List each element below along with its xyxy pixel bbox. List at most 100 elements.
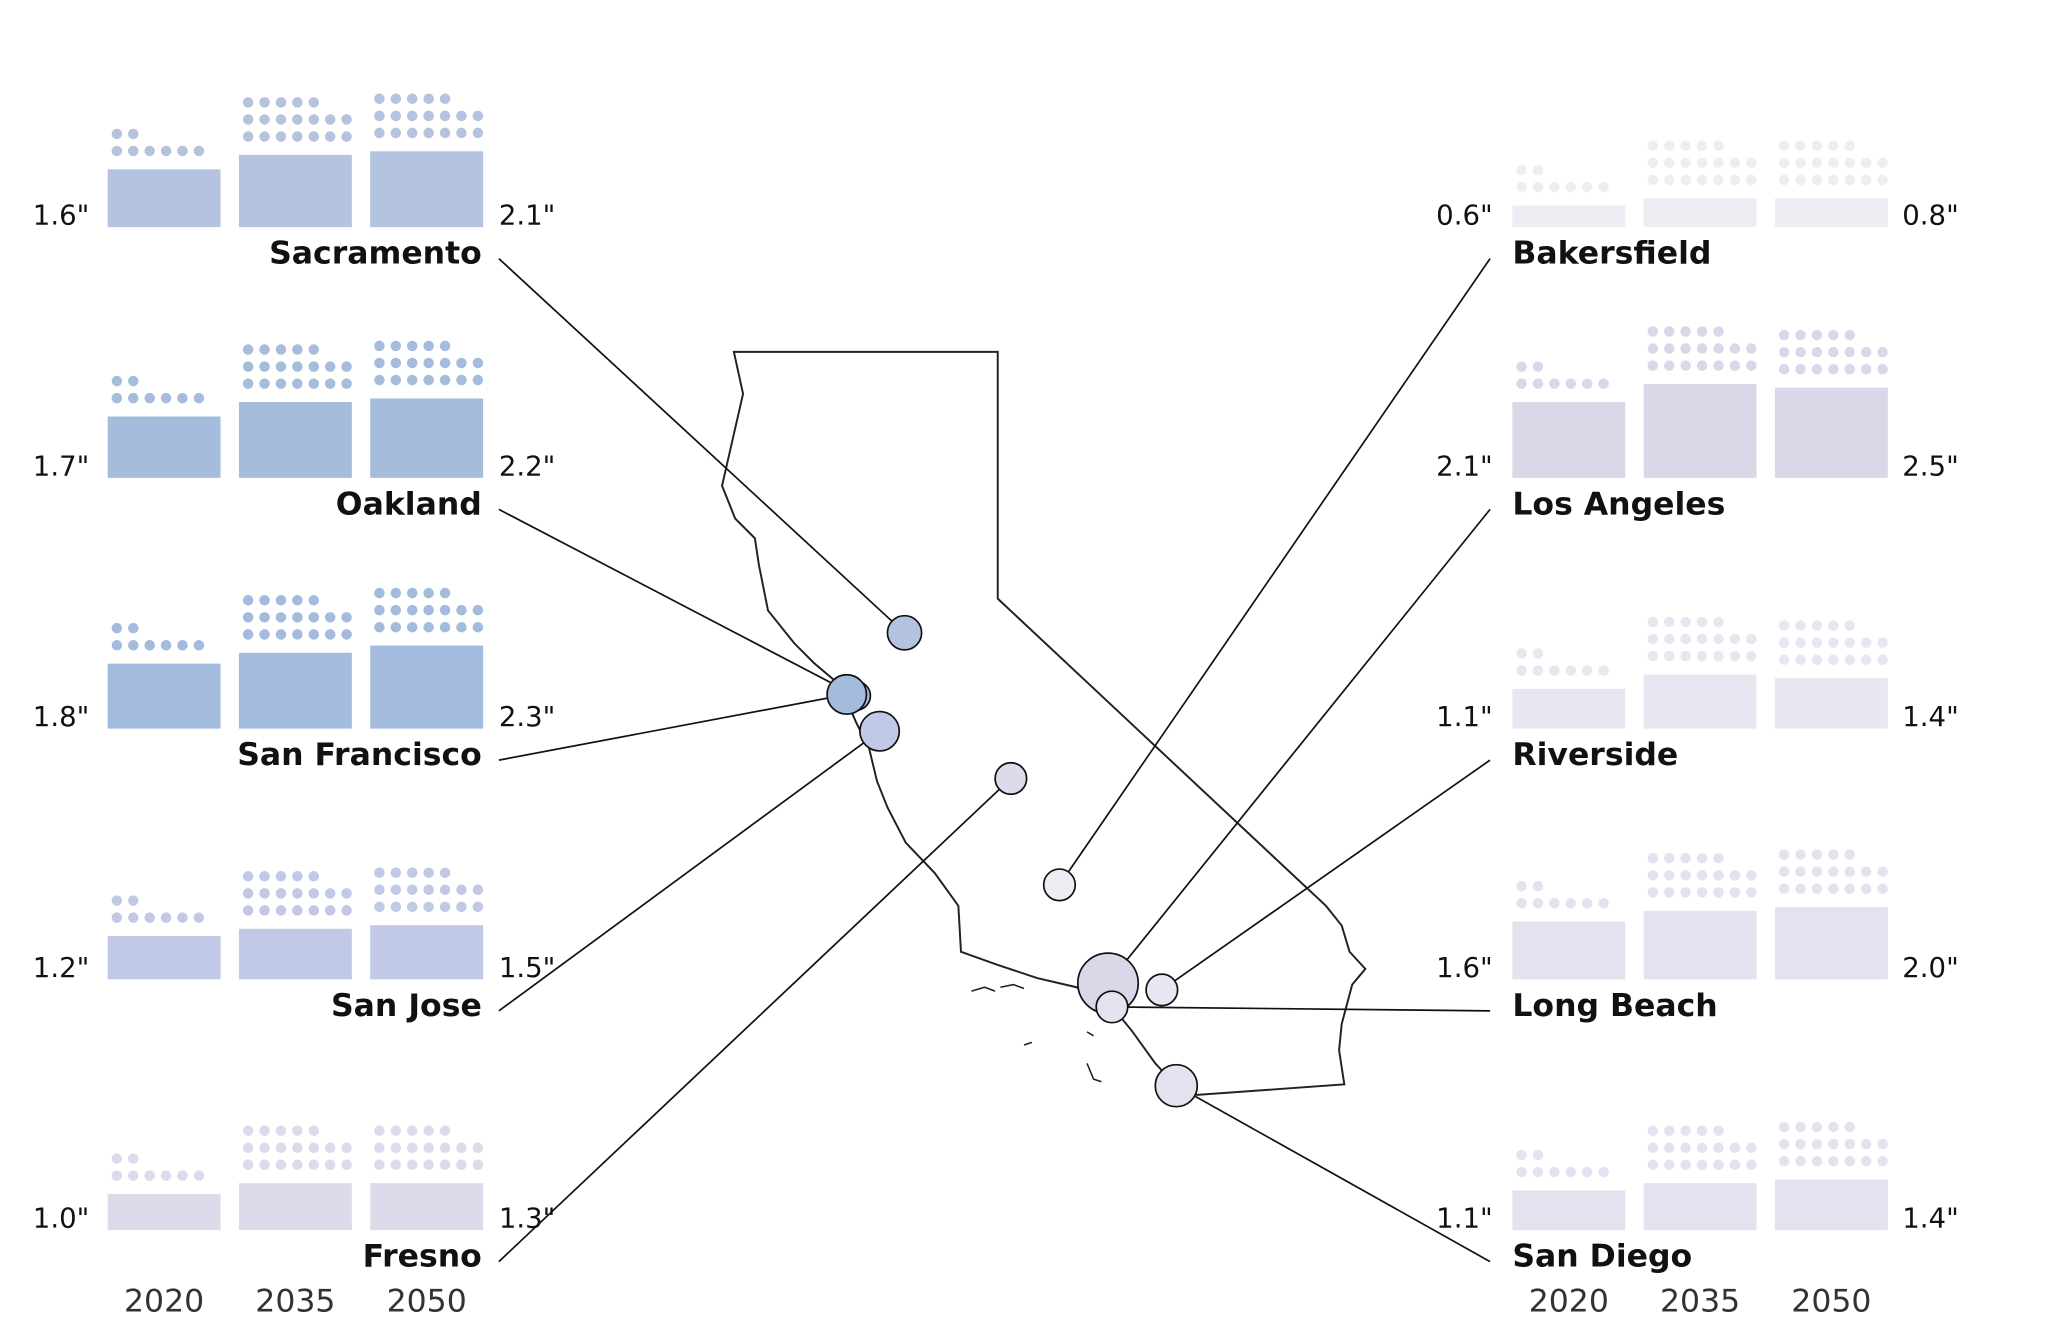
dot bbox=[1663, 157, 1675, 169]
dot bbox=[1746, 1159, 1757, 1171]
dot bbox=[308, 97, 320, 108]
dot bbox=[242, 131, 254, 142]
dot bbox=[259, 131, 270, 142]
dot bbox=[1795, 1155, 1806, 1167]
dot bbox=[341, 612, 352, 623]
dot bbox=[472, 127, 484, 139]
dot bbox=[1663, 633, 1675, 645]
dot bbox=[1877, 637, 1888, 648]
dot bbox=[259, 1125, 270, 1136]
dot bbox=[423, 340, 434, 352]
dot bbox=[275, 378, 287, 389]
dot bbox=[423, 867, 434, 878]
leader-line bbox=[1058, 258, 1491, 886]
dot bbox=[1647, 174, 1659, 186]
leader-line bbox=[498, 257, 906, 634]
dot bbox=[177, 912, 188, 923]
bar bbox=[238, 1183, 352, 1231]
dot bbox=[374, 93, 385, 105]
value-label: 0.6" bbox=[1436, 200, 1492, 232]
dot bbox=[292, 97, 303, 108]
dot bbox=[177, 392, 188, 404]
dot bbox=[1729, 343, 1741, 354]
dot bbox=[390, 587, 402, 599]
dot bbox=[1746, 650, 1757, 662]
dot bbox=[144, 145, 155, 157]
dot bbox=[1680, 1125, 1691, 1136]
dot bbox=[1696, 633, 1708, 645]
dot bbox=[1746, 870, 1757, 881]
dot bbox=[1532, 361, 1544, 372]
dot bbox=[1729, 360, 1741, 371]
dot bbox=[439, 884, 451, 896]
dot bbox=[1844, 620, 1856, 631]
dot bbox=[472, 1159, 484, 1171]
dot bbox=[1680, 157, 1691, 169]
dot bbox=[292, 1159, 303, 1171]
dot bbox=[1844, 329, 1856, 341]
dot bbox=[423, 1142, 434, 1153]
dot bbox=[1844, 654, 1856, 665]
dot bbox=[1696, 174, 1708, 186]
dot bbox=[472, 1142, 484, 1153]
dot bbox=[1532, 181, 1544, 193]
dot bbox=[1647, 1142, 1659, 1153]
dot bbox=[1877, 866, 1888, 877]
dot bbox=[193, 392, 205, 404]
dot bbox=[259, 888, 270, 899]
dot bbox=[423, 93, 434, 105]
dot bbox=[259, 344, 270, 355]
dot bbox=[324, 1142, 336, 1153]
city-name: Long Beach bbox=[1512, 988, 1717, 1024]
dot bbox=[1598, 181, 1609, 193]
dot bbox=[242, 871, 254, 882]
dot bbox=[374, 604, 385, 616]
dot bbox=[1647, 650, 1659, 662]
dot bbox=[1680, 650, 1691, 662]
city-name: San Jose bbox=[331, 988, 482, 1024]
dot bbox=[1713, 343, 1724, 354]
dot bbox=[144, 912, 155, 923]
dot bbox=[1516, 361, 1527, 372]
dot bbox=[242, 888, 254, 899]
dot bbox=[1663, 174, 1675, 186]
dot bbox=[292, 612, 303, 623]
dot bbox=[111, 128, 123, 140]
dot bbox=[1663, 326, 1675, 337]
leader-line bbox=[1161, 759, 1491, 991]
leader-line bbox=[498, 508, 857, 697]
dot bbox=[1778, 1121, 1790, 1133]
value-label: 1.5" bbox=[499, 952, 555, 984]
dot bbox=[472, 357, 484, 369]
dot bbox=[1844, 363, 1856, 375]
dot bbox=[374, 374, 385, 386]
dot bbox=[1516, 1166, 1527, 1178]
dot bbox=[1647, 360, 1659, 371]
dot bbox=[390, 901, 402, 913]
dot bbox=[341, 1159, 352, 1171]
dot bbox=[1778, 140, 1790, 151]
x-tick-label: 2020 bbox=[1529, 1283, 1609, 1319]
dot bbox=[259, 905, 270, 916]
dot bbox=[423, 110, 434, 122]
dot bbox=[1811, 849, 1823, 860]
dot bbox=[1565, 897, 1577, 909]
dot bbox=[1516, 665, 1527, 676]
dot bbox=[456, 604, 467, 616]
dot bbox=[390, 1125, 402, 1136]
dot bbox=[275, 1125, 287, 1136]
dot bbox=[1680, 870, 1691, 881]
value-label: 1.1" bbox=[1436, 1203, 1492, 1235]
dot bbox=[1713, 650, 1724, 662]
dot bbox=[1713, 360, 1724, 371]
dot bbox=[1795, 849, 1806, 860]
dot bbox=[1795, 140, 1806, 151]
dot bbox=[324, 131, 336, 142]
dot bbox=[1581, 665, 1593, 676]
city-name: Fresno bbox=[363, 1239, 482, 1275]
dot bbox=[1696, 1159, 1708, 1171]
leader-line bbox=[498, 693, 847, 761]
dot bbox=[259, 871, 270, 882]
dot bbox=[111, 392, 123, 404]
dot bbox=[1532, 665, 1544, 676]
